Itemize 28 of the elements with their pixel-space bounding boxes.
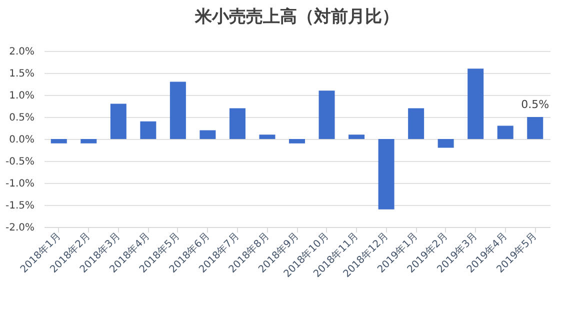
chart-title: 米小売売上高（対前月比） [194,7,399,27]
y-tick-label: -0.5% [5,156,34,168]
y-tick-label: -2.0% [5,222,34,234]
bar [259,134,276,139]
y-tick-label: 0.5% [9,112,34,124]
y-tick-label: 1.0% [9,90,34,102]
bar [378,139,394,210]
y-tick-label: -1.5% [5,200,34,212]
bar [527,117,544,139]
y-tick-label: 0.0% [9,134,34,146]
bar [80,139,97,144]
bar [438,139,454,148]
data-label: 0.5% [521,98,550,111]
bar [289,139,305,144]
bar [229,108,246,139]
y-tick-label: 1.5% [9,68,34,80]
bar [50,139,67,144]
bar [408,108,424,139]
bar [110,104,126,139]
bar [318,90,335,139]
y-tick-label: -1.0% [5,178,34,190]
bar [497,126,514,139]
y-tick-label: 2.0% [9,46,34,58]
bar [140,121,156,139]
bar [170,82,186,139]
bar [468,68,484,139]
bar [348,134,365,139]
bar [200,130,216,139]
